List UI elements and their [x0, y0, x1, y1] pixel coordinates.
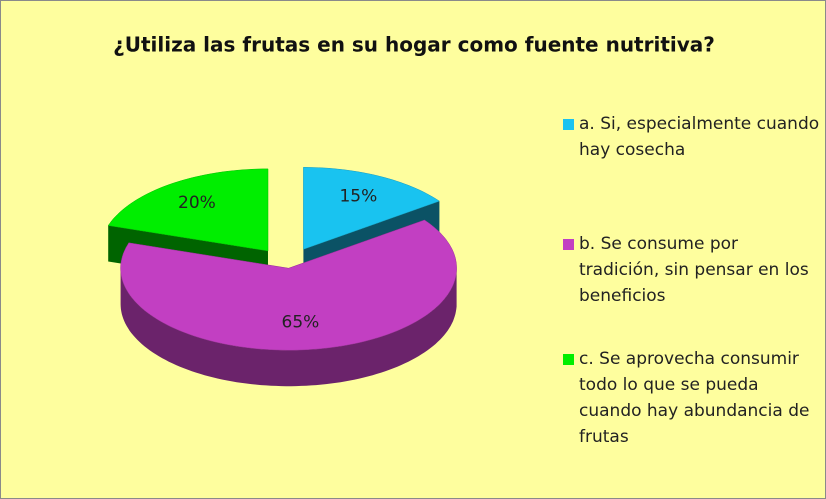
- legend-label: b. Se consume por tradición, sin pensar …: [579, 234, 809, 306]
- slice-top: [107, 168, 269, 252]
- data-label: 15%: [339, 187, 377, 207]
- legend-entry: a. Si, especialmente cuando hay cosecha: [561, 111, 823, 163]
- slice-wall: [120, 268, 457, 387]
- legend-label: c. Se aprovecha consumir todo lo que se …: [579, 349, 810, 447]
- legend-swatch: [563, 354, 574, 365]
- legend-swatch: [563, 119, 574, 130]
- data-label: 20%: [178, 193, 216, 213]
- legend-swatch: [563, 239, 574, 250]
- data-label: 65%: [282, 313, 320, 333]
- legend-entry: c. Se aprovecha consumir todo lo que se …: [561, 346, 823, 450]
- slice: [120, 219, 457, 387]
- slice-top: [303, 167, 440, 250]
- legend-label: a. Si, especialmente cuando hay cosecha: [579, 114, 820, 160]
- chart-title: ¿Utiliza las frutas en su hogar como fue…: [113, 33, 715, 57]
- slice-top: [120, 219, 457, 351]
- legend-entry: b. Se consume por tradición, sin pensar …: [561, 231, 823, 309]
